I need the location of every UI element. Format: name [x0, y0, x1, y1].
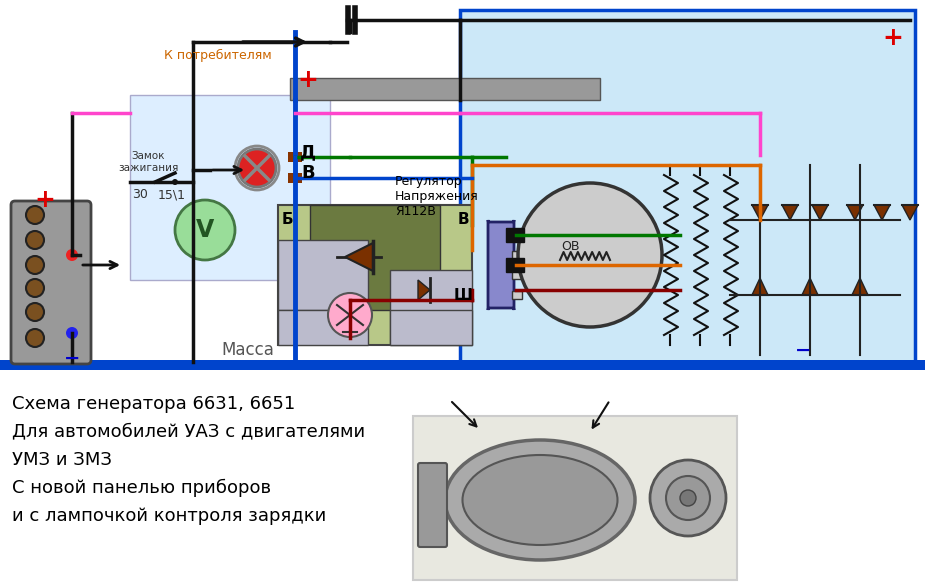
Text: Регулятор
Напряжения
Я112В: Регулятор Напряжения Я112В	[395, 175, 479, 218]
FancyBboxPatch shape	[512, 291, 522, 299]
Circle shape	[172, 179, 178, 185]
Polygon shape	[782, 205, 798, 220]
Text: V: V	[196, 218, 214, 242]
Text: 15\1: 15\1	[158, 189, 186, 202]
Polygon shape	[812, 205, 828, 220]
Circle shape	[175, 200, 235, 260]
Circle shape	[26, 256, 44, 274]
FancyBboxPatch shape	[413, 416, 737, 580]
Circle shape	[238, 149, 276, 187]
FancyBboxPatch shape	[278, 240, 368, 310]
Text: К потребителям: К потребителям	[164, 49, 272, 62]
Circle shape	[26, 329, 44, 347]
FancyBboxPatch shape	[0, 360, 925, 370]
Circle shape	[680, 490, 696, 506]
Polygon shape	[345, 243, 373, 271]
Text: ОВ: ОВ	[561, 240, 579, 254]
Text: Б: Б	[281, 213, 293, 227]
Circle shape	[26, 303, 44, 321]
Polygon shape	[418, 280, 430, 300]
Polygon shape	[852, 278, 868, 295]
Circle shape	[328, 293, 372, 337]
Polygon shape	[847, 205, 863, 220]
Ellipse shape	[462, 455, 618, 545]
FancyBboxPatch shape	[512, 271, 522, 279]
FancyBboxPatch shape	[288, 173, 302, 183]
FancyBboxPatch shape	[390, 310, 472, 345]
FancyBboxPatch shape	[488, 220, 514, 310]
FancyBboxPatch shape	[512, 251, 522, 259]
Text: Д: Д	[300, 143, 316, 161]
FancyBboxPatch shape	[288, 152, 302, 162]
FancyBboxPatch shape	[310, 205, 440, 310]
FancyBboxPatch shape	[506, 258, 524, 272]
Circle shape	[26, 231, 44, 249]
Text: −: −	[795, 340, 811, 359]
Polygon shape	[752, 278, 768, 295]
Circle shape	[666, 476, 710, 520]
FancyBboxPatch shape	[290, 78, 600, 100]
Text: В: В	[302, 164, 314, 182]
FancyBboxPatch shape	[512, 231, 522, 239]
Circle shape	[26, 279, 44, 297]
Polygon shape	[752, 205, 768, 220]
Text: −: −	[64, 349, 80, 367]
Text: Ш: Ш	[453, 288, 473, 302]
Text: Замок
зажигания: Замок зажигания	[117, 151, 179, 173]
Text: Схема генератора 6631, 6651
Для автомобилей УАЗ с двигателями
УМЗ и ЗМЗ
С новой : Схема генератора 6631, 6651 Для автомоби…	[12, 395, 365, 524]
FancyBboxPatch shape	[278, 205, 472, 345]
Circle shape	[66, 327, 78, 339]
FancyBboxPatch shape	[390, 270, 472, 345]
FancyBboxPatch shape	[11, 201, 91, 364]
Circle shape	[650, 460, 726, 536]
Text: +: +	[298, 68, 318, 92]
Polygon shape	[874, 205, 890, 220]
FancyBboxPatch shape	[130, 95, 330, 280]
FancyBboxPatch shape	[506, 228, 524, 242]
Polygon shape	[802, 278, 818, 295]
FancyBboxPatch shape	[418, 463, 447, 547]
Text: В: В	[457, 213, 469, 227]
Polygon shape	[902, 205, 918, 220]
Circle shape	[518, 183, 662, 327]
Text: Масса: Масса	[222, 341, 275, 359]
Text: +: +	[882, 26, 904, 50]
Ellipse shape	[445, 440, 635, 560]
FancyBboxPatch shape	[278, 310, 368, 345]
Circle shape	[26, 206, 44, 224]
Text: 30: 30	[132, 189, 148, 202]
FancyBboxPatch shape	[460, 10, 915, 362]
Circle shape	[66, 249, 78, 261]
Text: +: +	[34, 188, 56, 212]
